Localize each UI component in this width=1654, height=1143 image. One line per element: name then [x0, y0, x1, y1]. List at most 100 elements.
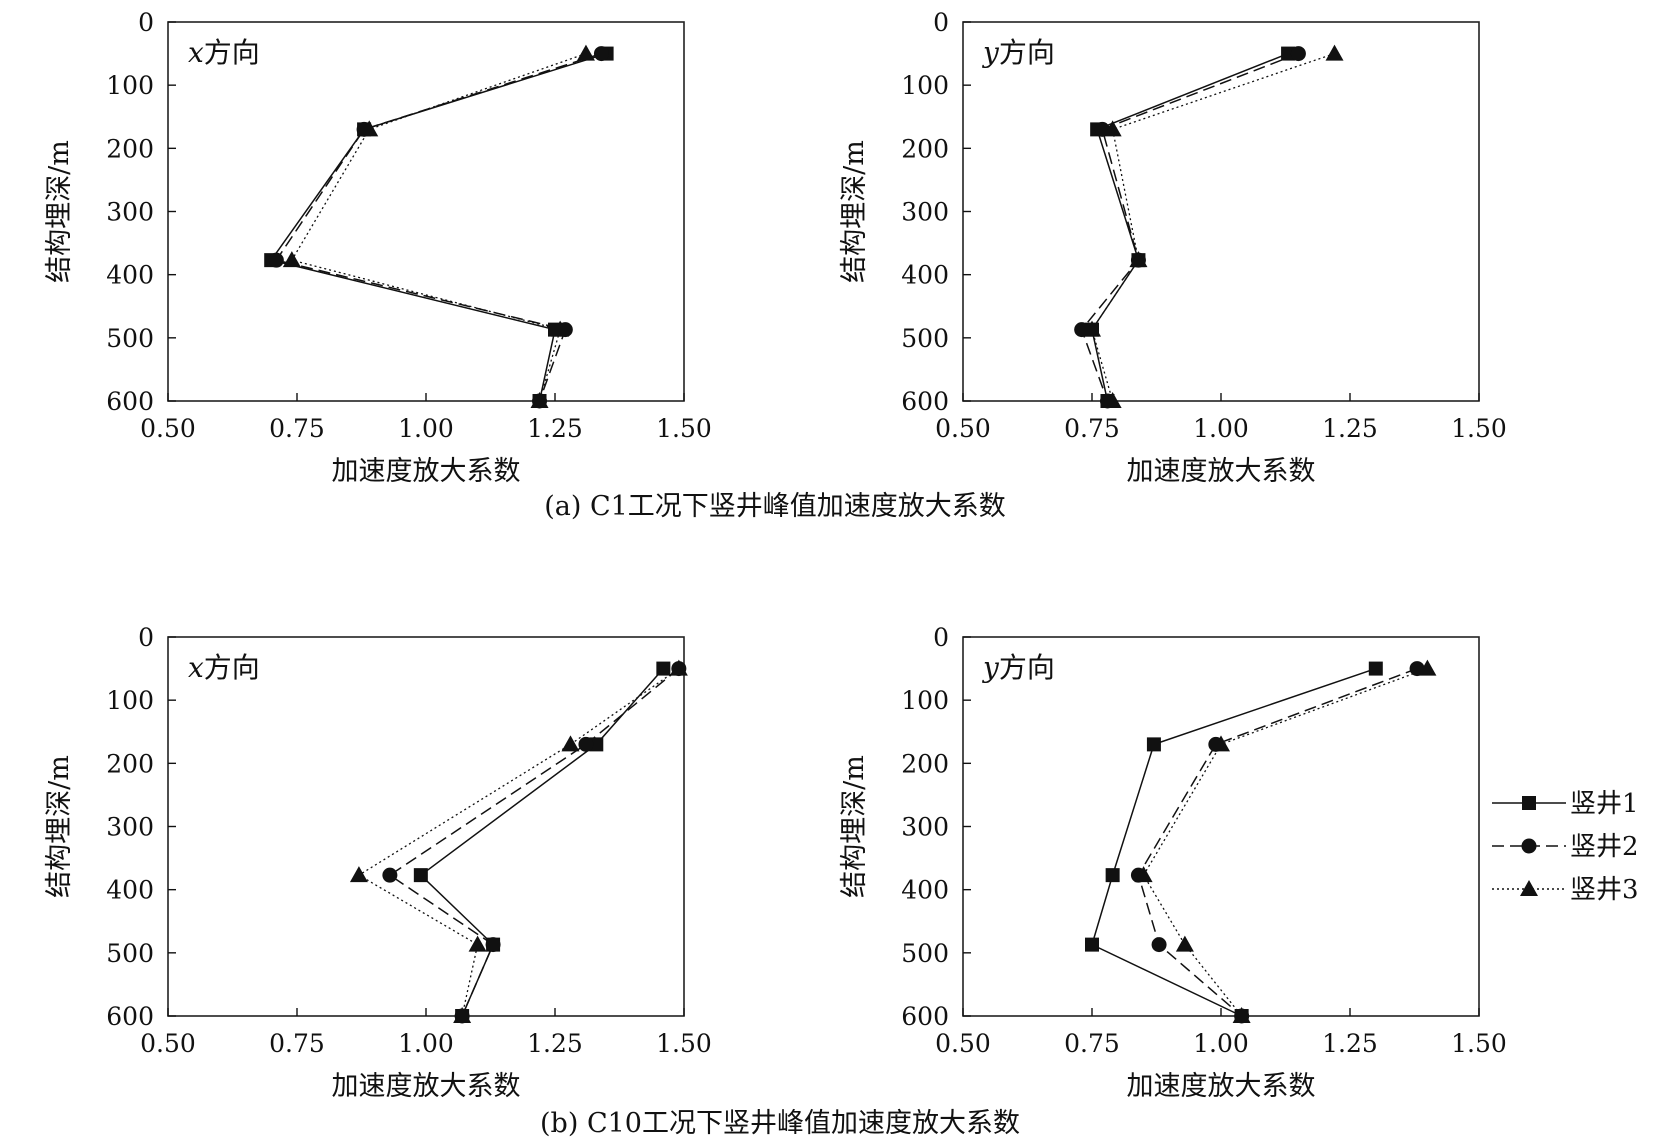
x-tick-label: 1.25 — [527, 414, 583, 443]
data-point-s3-1 — [576, 44, 595, 61]
legend-marker-3 — [1520, 880, 1538, 896]
data-point-s1-2 — [589, 737, 604, 752]
y-tick-label: 100 — [901, 71, 949, 100]
chart-panel-4: 0.50 0.75 1.00 1.25 1.50 0 100 200 300 400 500 600 加… — [839, 623, 1507, 1102]
plot-frame — [962, 636, 1480, 1017]
legend-label-1: 竖井1 — [1570, 789, 1639, 819]
data-point-s2-2 — [578, 736, 594, 752]
data-point-s2-3 — [268, 252, 284, 268]
data-point-s3-3 — [1134, 866, 1153, 883]
y-tick-label: 200 — [106, 749, 154, 778]
y-tick-label: 100 — [106, 71, 154, 100]
data-point-s3-5 — [530, 392, 549, 408]
data-point-s3-1 — [1418, 659, 1437, 676]
data-point-s3-1 — [669, 659, 688, 676]
y-tick-label: 500 — [106, 324, 154, 353]
data-point-s3-5 — [1103, 392, 1122, 408]
y-tick-label: 600 — [106, 1002, 154, 1031]
chart-panel-3: 0.50 0.75 1.00 1.25 1.50 0 100 200 300 400 500 600 加… — [44, 623, 712, 1102]
data-point-s3-2 — [561, 735, 580, 752]
series-line-1 — [419, 668, 664, 1017]
plot-frame — [167, 636, 685, 1017]
data-point-s3-2 — [360, 120, 379, 137]
y-tick-label: 600 — [901, 387, 949, 416]
legend-marker-1 — [1522, 796, 1536, 810]
data-point-s2-1 — [1290, 46, 1306, 62]
x-tick-label: 1.50 — [1451, 414, 1507, 443]
x-tick-label: 1.25 — [1322, 1029, 1378, 1058]
x-tick-label: 1.50 — [656, 414, 712, 443]
y-tick-label: 100 — [901, 686, 949, 715]
data-point-s3-4 — [1083, 320, 1101, 337]
data-point-s3-2 — [1103, 120, 1122, 137]
x-tick-label: 0.50 — [140, 1029, 196, 1058]
legend-label-2: 竖井2 — [1570, 832, 1639, 862]
y-tick-label: 300 — [901, 813, 949, 842]
data-point-s3-4 — [1175, 935, 1194, 952]
y-tick-label: 0 — [138, 623, 154, 652]
y-tick-label: 500 — [901, 939, 949, 968]
series-line-3 — [1091, 52, 1335, 402]
y-tick-label: 400 — [106, 876, 154, 905]
y-tick-label: 300 — [106, 813, 154, 842]
data-point-s1-3 — [1105, 868, 1120, 883]
y-tick-label: 600 — [901, 1002, 949, 1031]
x-tick-label: 0.75 — [1064, 1029, 1120, 1058]
y-tick-label: 100 — [106, 686, 154, 715]
series-line-2 — [1137, 667, 1418, 1017]
panel-label: x方向 — [188, 651, 260, 684]
data-point-s1-1 — [656, 661, 671, 676]
x-tick-label: 1.50 — [1451, 1029, 1507, 1058]
y-tick-label: 0 — [933, 623, 949, 652]
data-point-s3-3 — [1129, 251, 1148, 268]
chart-panel-2: 0.50 0.75 1.00 1.25 1.50 0 100 200 300 400 500 600 加… — [839, 8, 1507, 487]
x-tick-label: 1.00 — [398, 1029, 454, 1058]
data-point-s3-3 — [349, 866, 368, 883]
data-point-s2-4 — [485, 937, 501, 953]
y-tick-label: 200 — [901, 749, 949, 778]
data-point-s3-1 — [1325, 44, 1344, 61]
y-tick-label: 0 — [138, 8, 154, 37]
y-tick-label: 200 — [106, 134, 154, 163]
y-tick-label: 500 — [106, 939, 154, 968]
y-tick-label: 500 — [901, 324, 949, 353]
data-point-s2-3 — [382, 867, 398, 883]
y-axis-label: 结构埋深/m — [839, 755, 870, 898]
x-tick-label: 0.50 — [935, 414, 991, 443]
x-axis-label: 加速度放大系数 — [1127, 1071, 1316, 1102]
data-point-s1-4 — [1085, 937, 1099, 952]
y-tick-label: 400 — [901, 876, 949, 905]
y-tick-label: 300 — [106, 198, 154, 227]
y-tick-label: 400 — [106, 261, 154, 290]
y-axis-label: 结构埋深/m — [44, 755, 75, 898]
y-tick-label: 600 — [106, 387, 154, 416]
data-point-s1-1 — [1281, 46, 1296, 61]
data-point-s3-4 — [468, 935, 487, 952]
y-axis-label: 结构埋深/m — [839, 140, 870, 283]
data-point-s3-5 — [1232, 1007, 1251, 1023]
x-tick-label: 0.75 — [269, 414, 325, 443]
x-axis-label: 加速度放大系数 — [332, 1071, 521, 1102]
x-axis-label: 加速度放大系数 — [1127, 456, 1316, 487]
x-tick-label: 1.25 — [527, 1029, 583, 1058]
plot-frame — [962, 21, 1480, 402]
y-tick-label: 400 — [901, 261, 949, 290]
data-point-s3-5 — [453, 1007, 472, 1023]
series-line-2 — [388, 668, 680, 1017]
caption-b: (b) C10工况下竖井峰值加速度放大系数 — [540, 1108, 1020, 1139]
y-axis-label: 结构埋深/m — [44, 140, 75, 283]
data-point-s1-3 — [413, 868, 428, 883]
data-point-s1-2 — [1146, 737, 1161, 752]
plot-frame — [167, 21, 685, 402]
x-tick-label: 1.00 — [398, 414, 454, 443]
x-tick-label: 0.50 — [140, 414, 196, 443]
series-line-3 — [357, 668, 680, 1017]
panel-label: x方向 — [188, 36, 260, 69]
x-tick-label: 0.75 — [1064, 414, 1120, 443]
x-tick-label: 1.25 — [1322, 414, 1378, 443]
data-point-s3-2 — [1212, 735, 1230, 752]
caption-a: (a) C1工况下竖井峰值加速度放大系数 — [544, 491, 1006, 522]
panel-label: y方向 — [981, 36, 1055, 69]
chart-panel-1: 0.50 0.75 1.00 1.25 1.50 0 100 200 300 400 500 600 加… — [44, 8, 712, 487]
